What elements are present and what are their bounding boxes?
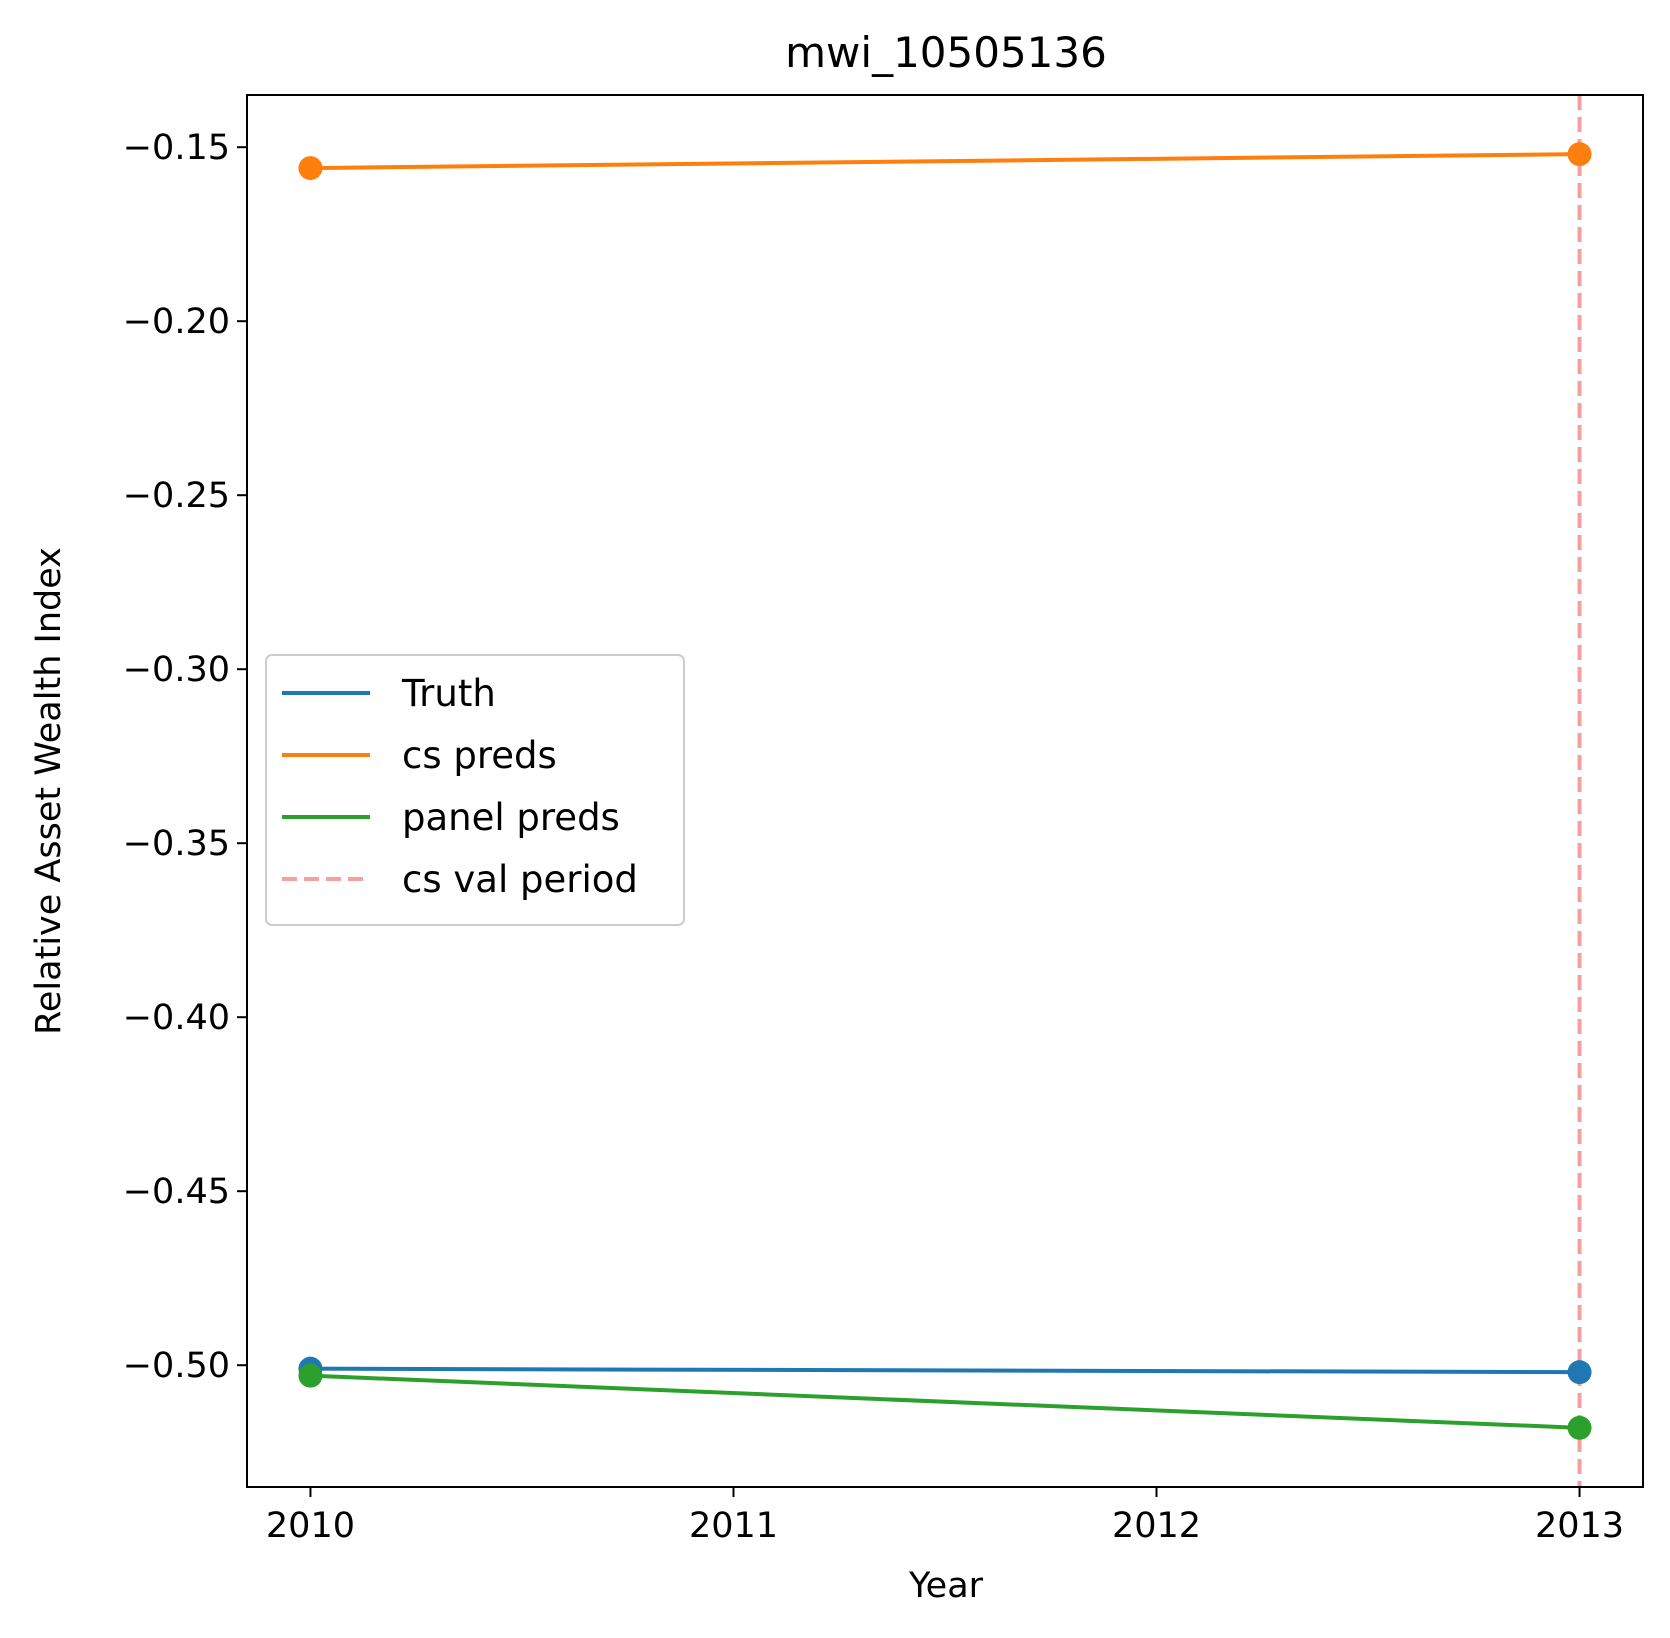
x-tick-label: 2011	[689, 1506, 778, 1546]
point-truth-2013	[1567, 1360, 1592, 1385]
legend-label-truth: Truth	[401, 672, 496, 715]
point-cs-preds-2010	[298, 156, 323, 181]
x-tick-label: 2012	[1112, 1506, 1201, 1546]
x-tick-label: 2013	[1535, 1506, 1624, 1546]
series-line-cs-preds	[310, 152, 1580, 171]
x-axis: 2010 2011 2012 2013	[266, 1487, 1624, 1546]
y-tick-label: −0.45	[123, 1172, 230, 1212]
y-tick-label: −0.25	[123, 476, 230, 516]
chart-title: mwi_10505136	[785, 28, 1107, 77]
series-line-panel-preds	[310, 1373, 1580, 1430]
x-tick-label: 2010	[266, 1506, 355, 1546]
legend-label-cs-val-period: cs val period	[402, 858, 638, 901]
x-axis-label: Year	[908, 1566, 984, 1606]
legend-label-cs-preds: cs preds	[402, 734, 557, 777]
plot-frame	[246, 94, 1644, 1488]
plot-area	[298, 95, 1592, 1487]
point-panel-preds-2010	[298, 1363, 323, 1388]
series-line-truth	[310, 1366, 1580, 1375]
y-tick-label: −0.35	[123, 824, 230, 864]
point-panel-preds-2013	[1567, 1415, 1592, 1440]
y-axis: −0.15 −0.20 −0.25 −0.30 −0.35 −0.40 −0.45 −0.50	[123, 128, 247, 1386]
legend: Truth cs preds panel preds cs val period	[265, 654, 685, 926]
y-tick-label: −0.15	[123, 128, 230, 168]
y-tick-label: −0.50	[123, 1346, 230, 1386]
y-tick-label: −0.20	[123, 302, 230, 342]
point-cs-preds-2013	[1567, 142, 1592, 167]
y-axis-label: Relative Asset Wealth Index	[29, 547, 69, 1035]
y-tick-label: −0.30	[123, 650, 230, 690]
legend-label-panel-preds: panel preds	[402, 796, 620, 839]
y-tick-label: −0.40	[123, 998, 230, 1038]
legend-box	[265, 654, 685, 926]
